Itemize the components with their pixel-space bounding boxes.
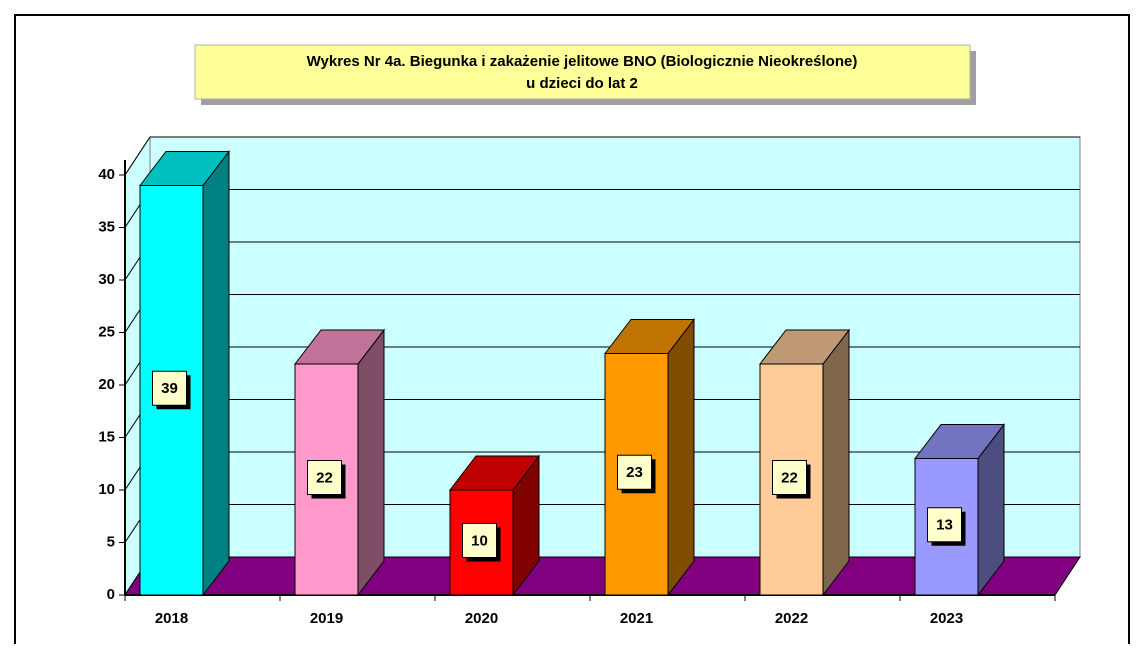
y-tick-label: 10 (98, 481, 115, 498)
bar-side (357, 328, 385, 597)
value-label: 39 (161, 380, 178, 397)
value-label: 22 (316, 469, 333, 486)
grid-line (124, 136, 1080, 176)
title-box (194, 44, 971, 100)
x-tick-label: 2022 (775, 610, 808, 627)
bar-side (822, 328, 850, 597)
value-label-box (462, 523, 497, 558)
bar-side (202, 150, 230, 597)
y-tick-label: 30 (98, 271, 115, 288)
plot: 0 5 10 15 20 25 30 35 40 2018 39 2019 22 2020 10 2021 23… (98, 135, 1081, 627)
x-tick-label: 2020 (465, 610, 498, 627)
y-tick-label: 40 (98, 166, 115, 183)
y-tick-label: 5 (107, 533, 115, 550)
value-label-box (927, 507, 962, 543)
chart-title: Wykres Nr 4a. Biegunka i zakażenie jelit… (307, 53, 858, 70)
y-tick-label: 25 (98, 323, 115, 340)
y-tick-label: 0 (107, 586, 115, 603)
value-label: 10 (471, 532, 488, 549)
value-label-box (772, 460, 807, 495)
x-tick-label: 2021 (620, 610, 653, 627)
value-label: 13 (936, 517, 953, 534)
x-tick-label: 2019 (310, 610, 343, 627)
y-tick-label: 20 (98, 376, 115, 393)
value-label-box (152, 370, 187, 406)
x-tick-label: 2023 (930, 610, 963, 627)
value-label-box (617, 454, 652, 490)
value-label: 23 (626, 464, 643, 481)
bar-side (667, 318, 695, 597)
value-label: 22 (781, 469, 798, 486)
y-tick-label: 35 (98, 218, 115, 235)
x-tick-label: 2018 (155, 610, 188, 627)
y-tick-label: 15 (98, 428, 115, 445)
value-label-box (307, 460, 342, 495)
chart-title: u dzieci do lat 2 (526, 75, 638, 92)
